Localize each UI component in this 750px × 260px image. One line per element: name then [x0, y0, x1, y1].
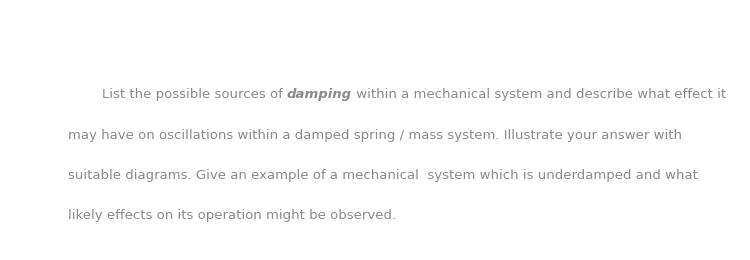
Text: suitable diagrams. Give an example of a mechanical  system which is underdamped : suitable diagrams. Give an example of a … [68, 169, 698, 182]
Text: damping: damping [286, 88, 352, 101]
Text: likely effects on its operation might be observed.: likely effects on its operation might be… [68, 209, 396, 222]
Text: List the possible sources of: List the possible sources of [68, 88, 286, 101]
Text: within a mechanical system and describe what effect it: within a mechanical system and describe … [352, 88, 726, 101]
Text: may have on oscillations within a damped spring / mass system. Illustrate your a: may have on oscillations within a damped… [68, 129, 682, 142]
